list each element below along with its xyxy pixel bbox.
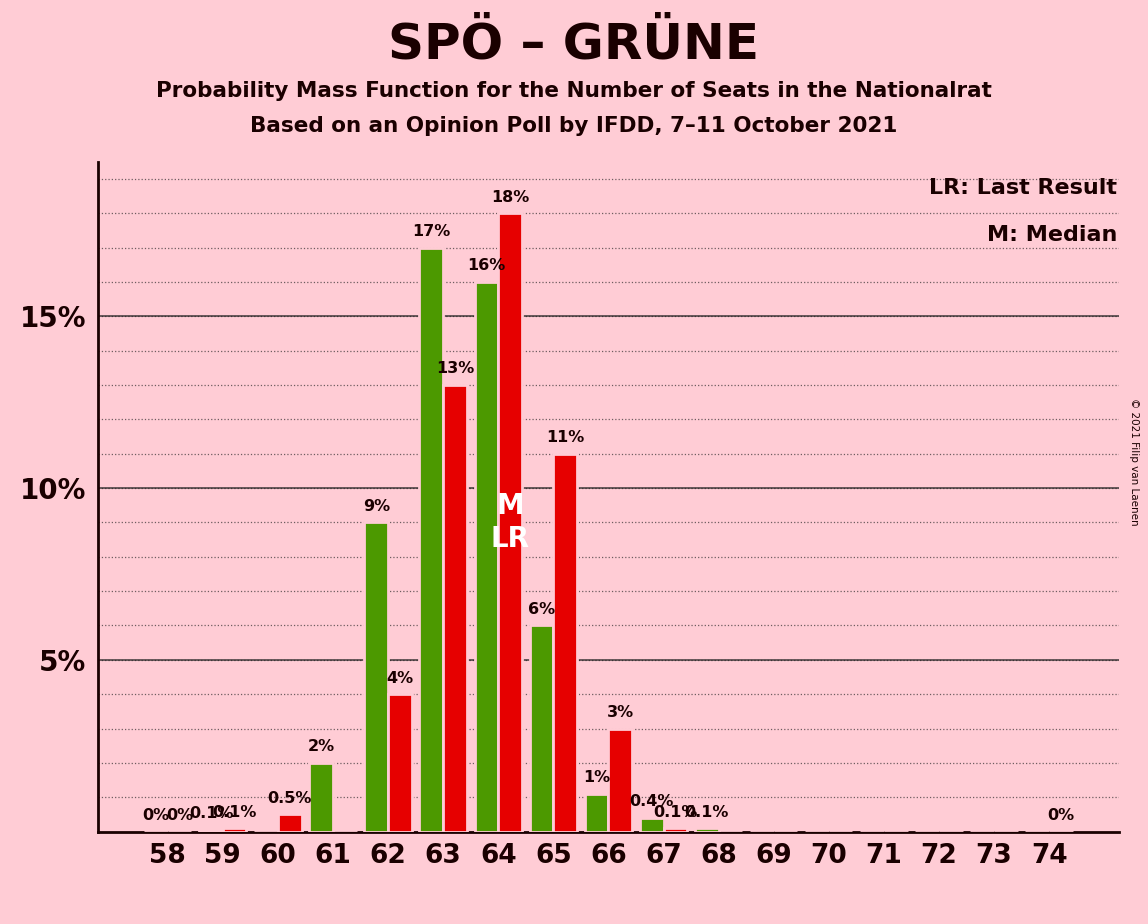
Bar (608, 728, 633, 832)
Bar (388, 694, 412, 832)
Text: SPÖ – GRÜNE: SPÖ – GRÜNE (388, 20, 760, 68)
Text: Based on an Opinion Poll by IFDD, 7–11 October 2021: Based on an Opinion Poll by IFDD, 7–11 O… (250, 116, 898, 136)
Bar (364, 522, 388, 832)
Bar (664, 828, 688, 832)
Bar (553, 454, 577, 832)
Text: 2%: 2% (308, 739, 335, 754)
Text: 0%: 0% (142, 808, 170, 823)
Text: 0.5%: 0.5% (267, 791, 312, 806)
Text: 0.4%: 0.4% (629, 795, 674, 809)
Text: 13%: 13% (436, 361, 474, 376)
Bar (474, 282, 498, 832)
Bar (419, 248, 443, 832)
Bar (443, 385, 467, 832)
Text: M: Median: M: Median (987, 225, 1117, 246)
Text: 0%: 0% (1047, 808, 1075, 823)
Text: 0.1%: 0.1% (653, 805, 698, 820)
Text: LR: Last Result: LR: Last Result (929, 178, 1117, 199)
Bar (529, 626, 553, 832)
Text: 16%: 16% (467, 259, 505, 274)
Bar (498, 213, 522, 832)
Text: 3%: 3% (607, 705, 634, 720)
Bar (695, 828, 719, 832)
Bar (584, 794, 608, 832)
Text: 0%: 0% (166, 808, 193, 823)
Text: 1%: 1% (583, 771, 610, 785)
Text: M
LR: M LR (490, 492, 529, 553)
Text: Probability Mass Function for the Number of Seats in the Nationalrat: Probability Mass Function for the Number… (156, 81, 992, 102)
Text: 11%: 11% (546, 430, 584, 445)
Text: 6%: 6% (528, 602, 556, 617)
Text: 18%: 18% (491, 189, 529, 204)
Text: 4%: 4% (387, 671, 413, 686)
Bar (223, 828, 247, 832)
Text: 0.1%: 0.1% (212, 805, 257, 820)
Bar (639, 818, 664, 832)
Bar (309, 763, 333, 832)
Text: 0.1%: 0.1% (188, 807, 233, 821)
Bar (199, 830, 223, 832)
Text: © 2021 Filip van Laenen: © 2021 Filip van Laenen (1130, 398, 1139, 526)
Text: 17%: 17% (412, 224, 450, 239)
Bar (278, 814, 302, 832)
Text: 0.1%: 0.1% (684, 805, 729, 820)
Text: 9%: 9% (363, 499, 390, 514)
